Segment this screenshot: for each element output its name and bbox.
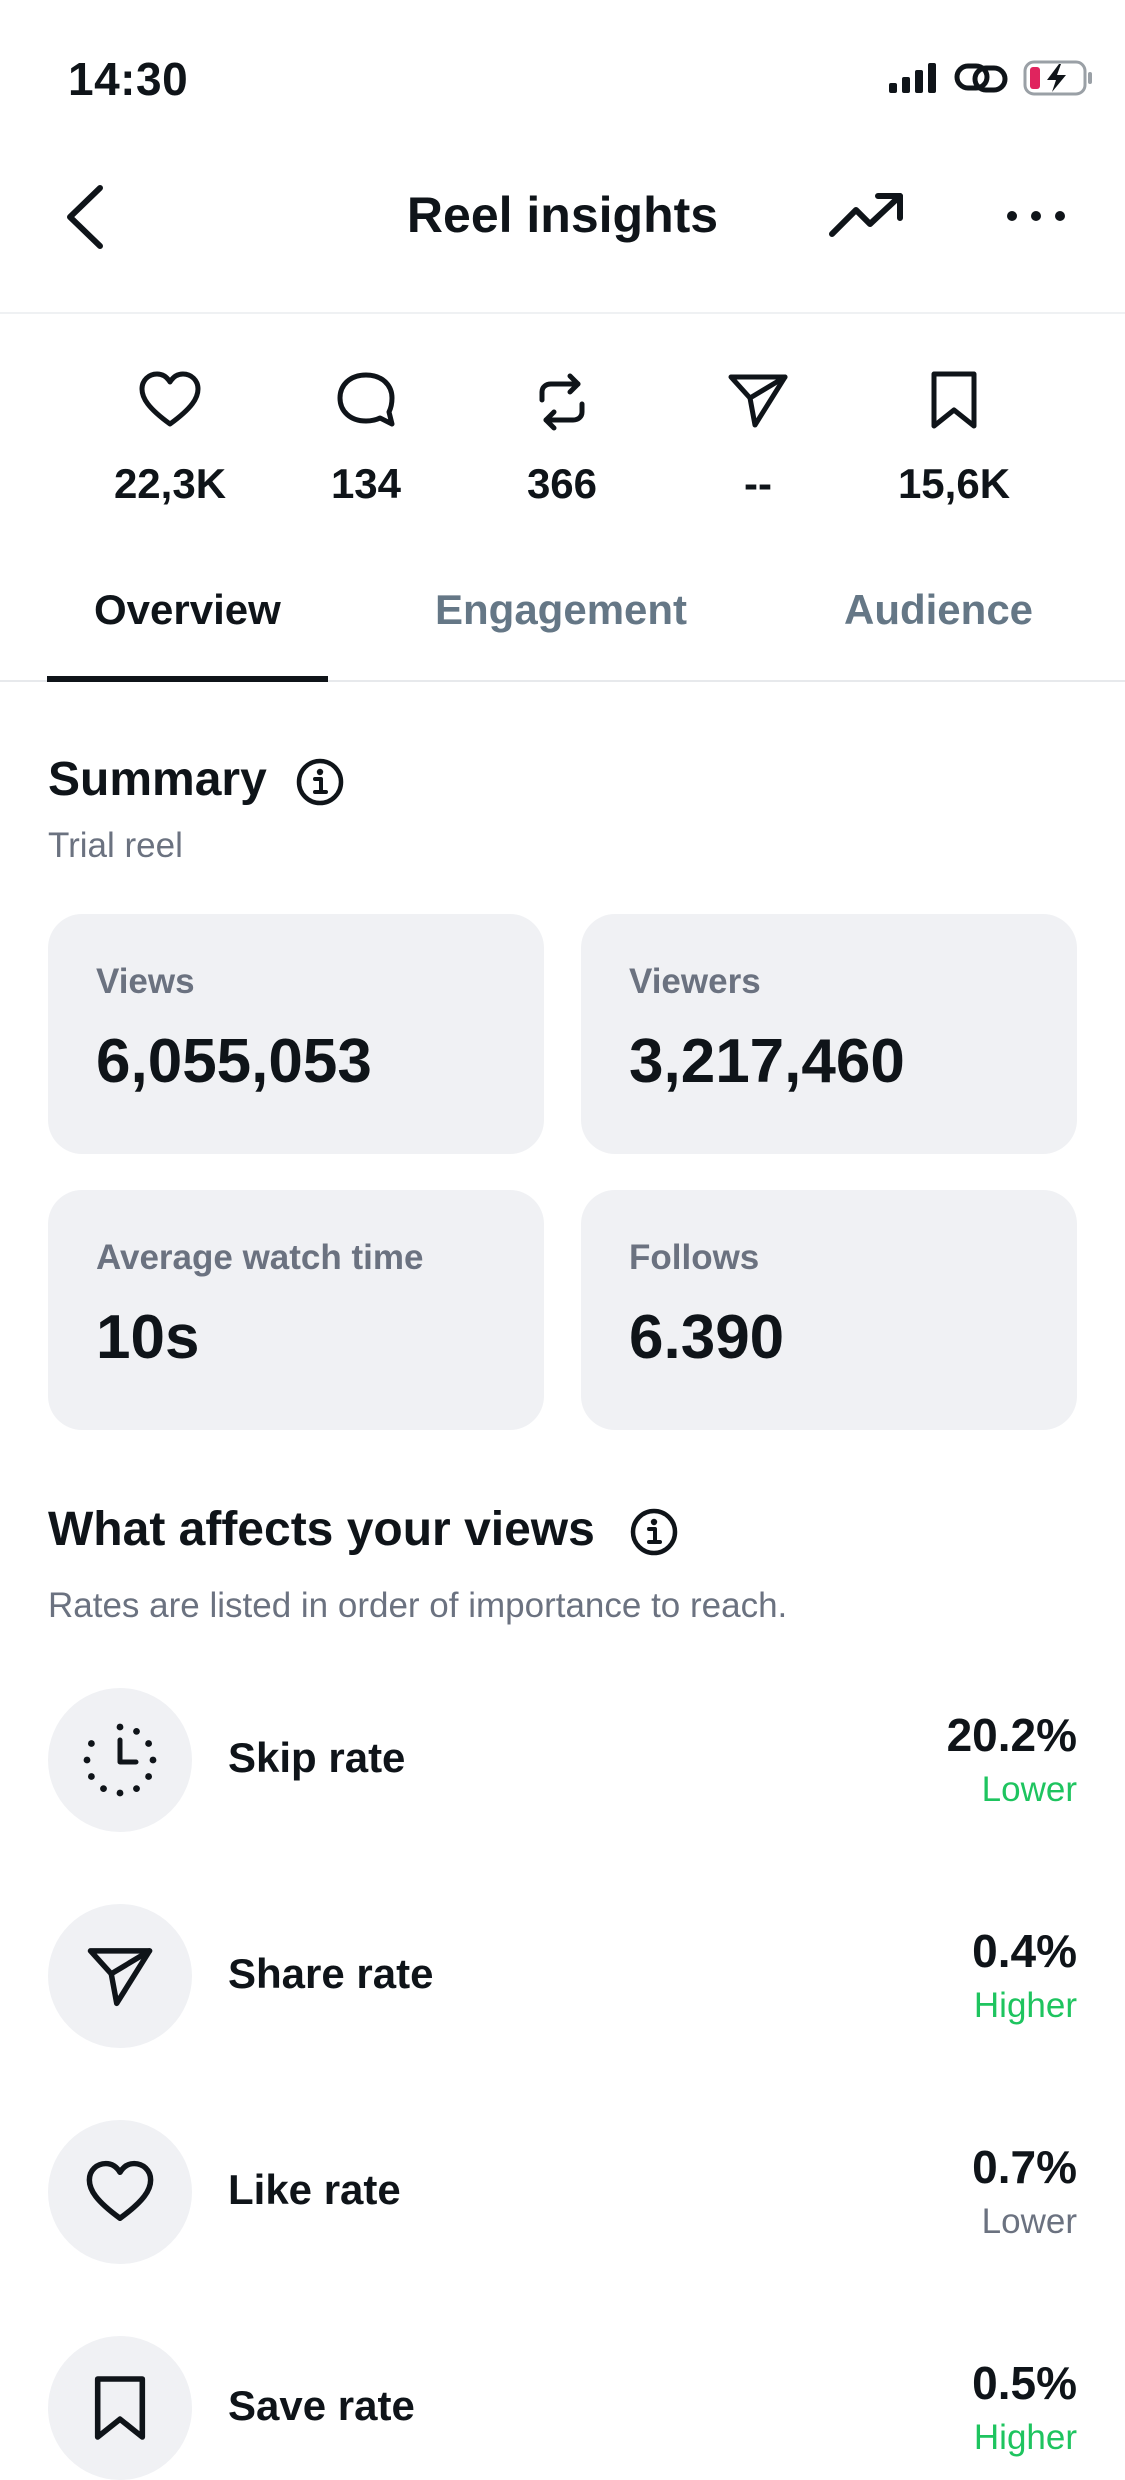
metric-value: 6,055,053 <box>96 1027 372 1096</box>
stat-value: 15,6K <box>897 460 1011 507</box>
share-icon <box>87 1948 153 2007</box>
info-icon <box>630 1508 678 1556</box>
bookmark-icon <box>931 371 977 429</box>
timer-icon <box>83 1723 157 1797</box>
stat-saves: 15,6K <box>854 370 1054 508</box>
page-title: Reel insights <box>406 187 719 243</box>
factor-trend: Lower <box>981 1770 1077 1809</box>
more-options-button[interactable] <box>1000 186 1072 246</box>
stat-likes: 22,3K <box>70 370 270 508</box>
metric-label: Follows <box>629 1238 760 1277</box>
summary-title: Summary <box>48 753 267 806</box>
chevron-left-icon <box>67 185 103 249</box>
factors-info-button[interactable] <box>629 1507 679 1562</box>
stats-row: 22,3K 134 366 -- <box>0 370 1125 520</box>
summary-subtitle: Trial reel <box>48 826 183 865</box>
factors-subtitle: Rates are listed in order of importance … <box>48 1586 788 1625</box>
factor-icon-circle <box>48 2336 192 2480</box>
signal-icon <box>889 63 936 93</box>
factors-title: What affects your views <box>48 1503 595 1556</box>
back-button[interactable] <box>56 182 116 252</box>
metric-card-viewers[interactable]: Viewers 3,217,460 <box>581 914 1077 1154</box>
stat-value: 366 <box>526 460 598 507</box>
link-icon <box>954 63 1008 93</box>
more-horizontal-icon <box>1007 211 1065 221</box>
factor-trend: Higher <box>973 1986 1077 2025</box>
metric-value: 6.390 <box>629 1303 785 1372</box>
header-bar: Reel insights <box>0 150 1125 314</box>
factor-name: Share rate <box>228 1950 434 1997</box>
metric-value: 3,217,460 <box>629 1027 905 1096</box>
comment-icon <box>337 372 395 427</box>
stat-value: 134 <box>330 460 402 507</box>
stat-reposts: 366 <box>462 370 662 508</box>
metric-card-average-watch-time[interactable]: Average watch time 10s <box>48 1190 544 1430</box>
factor-trend: Lower <box>981 2202 1077 2241</box>
summary-info-button[interactable] <box>295 757 345 812</box>
factor-row-share-rate[interactable]: Share rate 0.4% Higher <box>48 1904 1077 2048</box>
share-icon <box>728 374 788 428</box>
heart-icon <box>86 2160 154 2221</box>
tab-overview[interactable]: Overview <box>94 586 281 633</box>
metric-label: Views <box>96 962 195 1001</box>
stat-value: -- <box>744 460 772 507</box>
heart-icon <box>139 371 201 427</box>
metric-card-follows[interactable]: Follows 6.390 <box>581 1190 1077 1430</box>
factor-icon-circle <box>48 1904 192 2048</box>
factor-rate: 20.2% <box>946 1709 1077 1761</box>
factor-rate: 0.5% <box>972 2357 1077 2409</box>
status-bar: 14:30 <box>0 0 1125 150</box>
factor-icon-circle <box>48 1688 192 1832</box>
bookmark-icon <box>94 2376 146 2440</box>
metric-value: 10s <box>96 1303 200 1372</box>
factor-row-save-rate[interactable]: Save rate 0.5% Higher <box>48 2336 1077 2480</box>
factor-row-skip-rate[interactable]: Skip rate 20.2% Lower <box>48 1688 1077 1832</box>
repost-icon <box>539 373 585 431</box>
info-icon <box>296 758 344 806</box>
status-icons <box>887 58 1095 98</box>
factor-rate: 0.4% <box>972 1925 1077 1977</box>
active-tab-indicator <box>47 676 328 682</box>
factor-trend: Higher <box>973 2418 1077 2457</box>
stat-comments: 134 <box>266 370 466 508</box>
factor-name: Like rate <box>228 2166 401 2213</box>
stat-value: 22,3K <box>113 460 227 507</box>
status-time: 14:30 <box>68 53 189 105</box>
factor-rate: 0.7% <box>972 2141 1077 2193</box>
tab-audience[interactable]: Audience <box>844 586 1034 633</box>
factor-icon-circle <box>48 2120 192 2264</box>
factor-name: Skip rate <box>228 1734 406 1781</box>
tab-engagement[interactable]: Engagement <box>435 586 688 633</box>
battery-charging-icon <box>1023 60 1092 96</box>
metric-card-views[interactable]: Views 6,055,053 <box>48 914 544 1154</box>
trending-up-icon <box>829 193 903 237</box>
trend-button[interactable] <box>826 186 908 246</box>
factor-name: Save rate <box>228 2382 415 2429</box>
stat-shares: -- <box>658 370 858 508</box>
factor-row-like-rate[interactable]: Like rate 0.7% Lower <box>48 2120 1077 2264</box>
tab-bar: Overview Engagement Audience <box>0 570 1125 682</box>
metric-label: Average watch time <box>96 1238 424 1277</box>
metric-label: Viewers <box>629 962 761 1001</box>
